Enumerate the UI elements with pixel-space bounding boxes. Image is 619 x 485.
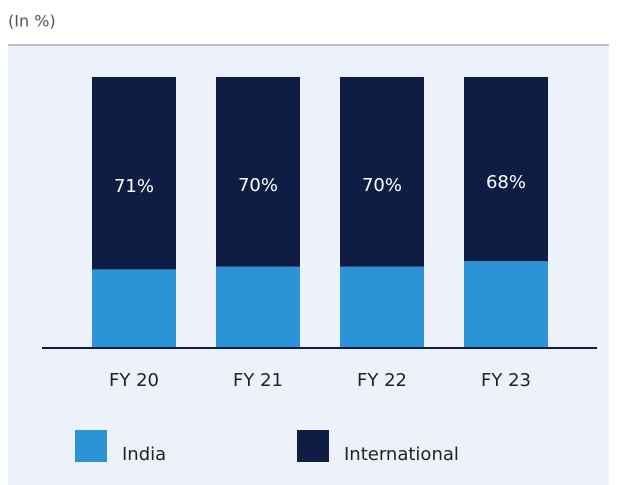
bar-segment (92, 77, 176, 270)
x-tick-label: FY 20 (109, 370, 159, 391)
x-tick-label: FY 22 (357, 370, 407, 391)
bar-segment (216, 77, 300, 267)
value-label: 70% (362, 175, 402, 196)
bar-segment (464, 77, 548, 262)
legend-label: International (344, 444, 459, 465)
value-label: 70% (238, 175, 278, 196)
bar-segment (340, 77, 424, 267)
bar-segment (340, 266, 424, 348)
bar-segment (216, 266, 300, 348)
value-label: 71% (114, 176, 154, 197)
bar-segment (92, 269, 176, 348)
x-tick-label: FY 23 (481, 370, 531, 391)
subtitle: (In %) (8, 12, 56, 31)
value-label: 68% (486, 172, 526, 193)
legend-swatch (75, 430, 107, 462)
legend-label: India (122, 444, 166, 465)
x-tick-label: FY 21 (233, 370, 283, 391)
bar-segment (464, 261, 548, 348)
legend-swatch (297, 430, 329, 462)
